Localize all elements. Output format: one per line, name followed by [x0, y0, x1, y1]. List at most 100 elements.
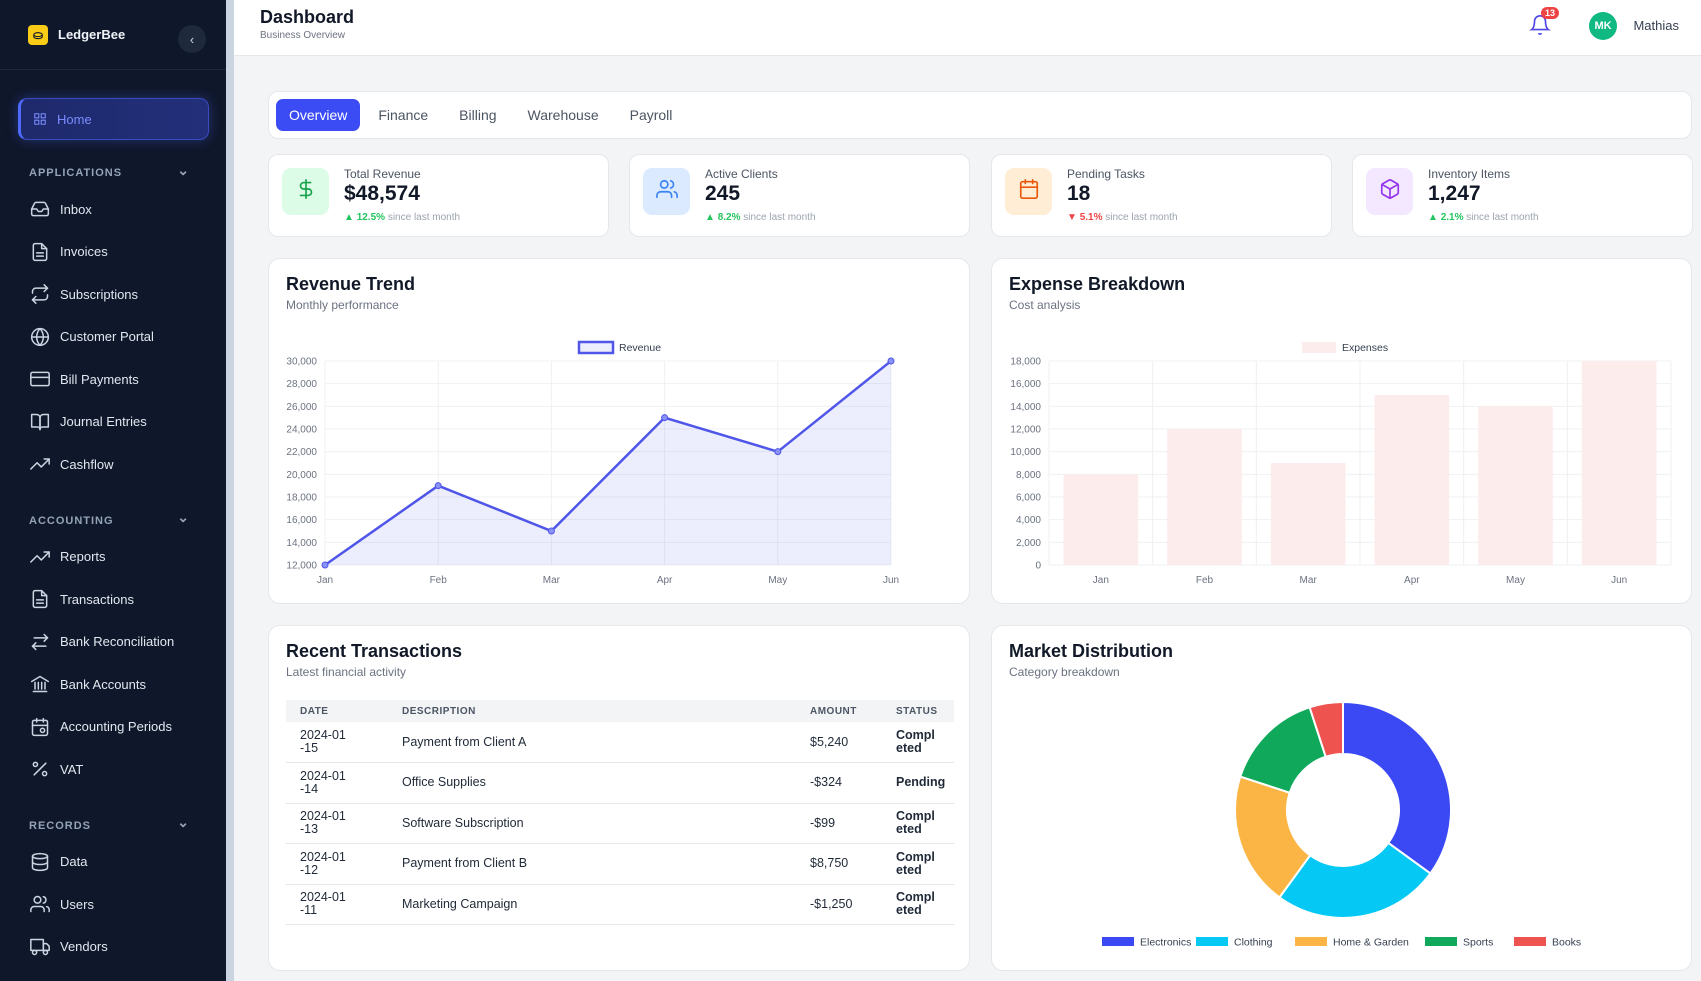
sidebar-item-label: Transactions: [60, 591, 134, 607]
expense-breakdown-panel: Expense Breakdown Cost analysis 0 2,000 4,…: [991, 258, 1692, 604]
sidebar-item-cashflow[interactable]: Cashflow: [0, 443, 226, 486]
column-header-amount[interactable]: AMOUNT: [796, 700, 882, 722]
cell-description: Office Supplies: [388, 762, 796, 804]
cell-amount: -$1,250: [796, 884, 882, 925]
chevron-down-icon: ⌄: [177, 814, 190, 830]
y-tick-label: 12,000: [1010, 425, 1041, 436]
expense-bar-chart: 0 2,000 4,000 6,000 8,000 10,000 12,000 14,000 1…: [1010, 342, 1672, 586]
stat-label: Total Revenue: [344, 167, 421, 181]
legend-label: Home & Garden: [1333, 937, 1409, 949]
sidebar-item-data[interactable]: Data: [0, 841, 226, 884]
cell-status: Completed: [882, 722, 954, 763]
panel-title: Revenue Trend: [286, 274, 416, 294]
sidebar-item-invoices[interactable]: Invoices: [0, 231, 226, 274]
tab-overview[interactable]: Overview: [276, 99, 361, 131]
table-row[interactable]: 2024-01-15 Payment from Client A $5,240 Com…: [286, 722, 954, 763]
notifications-button[interactable]: 13: [1529, 7, 1559, 38]
users-icon: [655, 178, 678, 205]
bar-may: [1478, 406, 1553, 565]
market-donut-chart: Electronics Clothing Home & Garden Sports Bo…: [1102, 700, 1581, 949]
brand-name: LedgerBee: [58, 27, 126, 42]
cell-description: Software Subscription: [388, 803, 796, 844]
sidebar-item-customer-portal[interactable]: Customer Portal: [0, 316, 226, 359]
table-row[interactable]: 2024-01-13 Software Subscription -$99 Compl…: [286, 803, 954, 844]
table-header-row: DATE DESCRIPTION AMOUNT STATUS: [286, 700, 954, 722]
x-tick-label: May: [1506, 575, 1525, 586]
x-tick-label: Apr: [657, 575, 673, 586]
cell-description: Payment from Client B: [388, 843, 796, 885]
page-title: Dashboard: [260, 7, 355, 27]
sidebar-item-journal-entries[interactable]: Journal Entries: [0, 401, 226, 444]
x-tick-label: Jun: [1611, 575, 1627, 586]
stat-card-total-revenue: Total Revenue $48,574 ▲ 12.5% since last…: [268, 154, 609, 237]
sidebar-divider: [226, 0, 234, 981]
sidebar-item-subscriptions[interactable]: Subscriptions: [0, 273, 226, 316]
y-tick-label: 22,000: [286, 447, 317, 458]
sidebar-item-transactions[interactable]: Transactions: [0, 578, 226, 621]
sidebar-item-inbox[interactable]: Inbox: [0, 188, 226, 231]
user-name[interactable]: Mathias: [1633, 18, 1679, 33]
sidebar-item-label: Users: [60, 896, 94, 912]
column-header-status[interactable]: STATUS: [882, 700, 954, 722]
sidebar-item-users[interactable]: Users: [0, 883, 226, 926]
y-tick-label: 14,000: [1010, 402, 1041, 413]
tab-billing[interactable]: Billing: [459, 107, 497, 123]
sidebar-item-label: Data: [60, 854, 88, 870]
stat-icon-bg: [643, 168, 690, 215]
sidebar-item-home[interactable]: Home: [18, 98, 209, 140]
sidebar-nav: APPLICATIONS ⌄ Inbox Invoices Subscriptions C…: [0, 158, 226, 968]
slice-electronics: [1342, 700, 1452, 875]
panel-subtitle: Monthly performance: [286, 298, 399, 312]
sidebar-item-bank-reconciliation[interactable]: Bank Reconciliation: [0, 621, 226, 664]
panel-title: Recent Transactions: [286, 641, 463, 661]
stat-trend: ▲ 12.5% since last month: [344, 212, 460, 223]
sidebar: ⛀ LedgerBee ‹ Home APPLICATIONS ⌄ Inbox Inv…: [0, 0, 226, 981]
table-row[interactable]: 2024-01-11 Marketing Campaign -$1,250 Compl…: [286, 884, 954, 925]
sidebar-item-bill-payments[interactable]: Bill Payments: [0, 358, 226, 401]
sidebar-item-accounting-periods[interactable]: Accounting Periods: [0, 706, 226, 749]
data-point: [887, 357, 895, 365]
legend-swatch: [1302, 342, 1336, 353]
sidebar-item-bank-accounts[interactable]: Bank Accounts: [0, 663, 226, 706]
data-point: [434, 482, 442, 490]
panel-title: Expense Breakdown: [1009, 274, 1186, 294]
panel-subtitle: Latest financial activity: [286, 665, 407, 679]
tab-warehouse[interactable]: Warehouse: [527, 107, 599, 123]
section-header-accounting[interactable]: ACCOUNTING ⌄: [0, 506, 226, 536]
section-header-records[interactable]: RECORDS ⌄: [0, 811, 226, 841]
tab-finance[interactable]: Finance: [378, 107, 429, 123]
sidebar-item-label: Journal Entries: [60, 414, 147, 430]
collapse-sidebar-button[interactable]: ‹: [178, 25, 206, 53]
sidebar-item-vat[interactable]: VAT: [0, 748, 226, 791]
table-row[interactable]: 2024-01-14 Office Supplies -$324 Pending: [286, 762, 954, 804]
repeat-icon: [30, 284, 50, 305]
stat-value: 1,247: [1428, 182, 1481, 205]
notification-count-badge: 13: [1540, 7, 1559, 19]
stat-change-suffix: since last month: [387, 212, 461, 223]
tab-payroll[interactable]: Payroll: [629, 107, 673, 123]
trending-up-icon: [30, 454, 50, 474]
triangle-down-icon: ▼: [1067, 212, 1077, 223]
y-tick-label: 16,000: [1010, 379, 1041, 390]
stat-value: 18: [1067, 182, 1091, 205]
y-tick-label: 14,000: [286, 538, 317, 549]
column-header-description[interactable]: DESCRIPTION: [388, 700, 796, 722]
sidebar-item-reports[interactable]: Reports: [0, 536, 226, 579]
x-tick-label: Mar: [543, 575, 561, 586]
panel-title: Market Distribution: [1009, 641, 1174, 661]
sidebar-item-label: Invoices: [60, 244, 108, 260]
y-tick-label: 24,000: [286, 425, 317, 436]
x-tick-label: Jan: [317, 575, 333, 586]
section-header-applications[interactable]: APPLICATIONS ⌄: [0, 158, 226, 188]
table-row[interactable]: 2024-01-12 Payment from Client B $8,750 Com…: [286, 843, 954, 885]
stat-change-suffix: since last month: [743, 212, 816, 223]
legend-swatch: [1425, 937, 1457, 946]
sidebar-item-label: Subscriptions: [60, 286, 139, 302]
column-header-date[interactable]: DATE: [286, 700, 388, 722]
legend-swatch: [1514, 937, 1546, 946]
sidebar-item-vendors[interactable]: Vendors: [0, 926, 226, 969]
avatar[interactable]: MK: [1589, 12, 1617, 40]
cell-status: Completed: [882, 803, 954, 844]
section-title: ACCOUNTING: [29, 514, 114, 527]
database-icon: [30, 852, 50, 872]
